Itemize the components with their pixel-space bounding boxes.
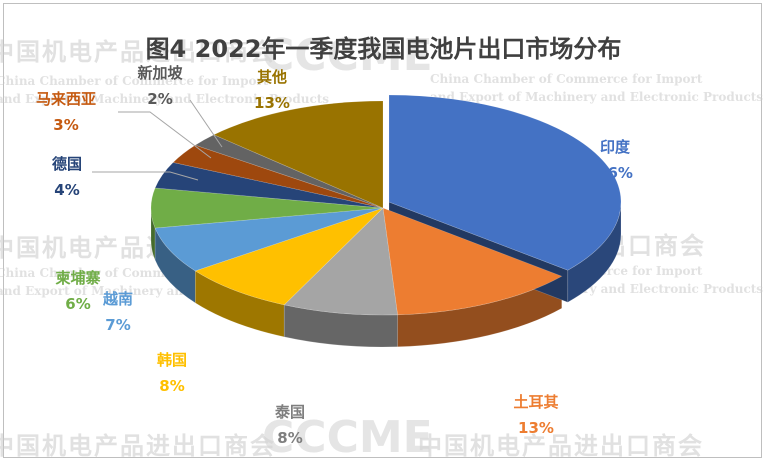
slice-value: 8% — [277, 429, 303, 447]
slice-label: 泰国 8% — [245, 399, 335, 451]
slice-label: 柬埔寨 6% — [33, 265, 123, 317]
pie-slice — [194, 207, 384, 306]
slice-value: 13% — [518, 419, 554, 437]
pie-slice — [154, 207, 384, 272]
slice-label: 德国 4% — [22, 151, 112, 203]
slice-name: 印度 — [599, 138, 630, 156]
slice-value: 13% — [254, 94, 290, 112]
slice-value: 4% — [54, 181, 80, 199]
pie-slice — [150, 187, 384, 229]
slice-value: 7% — [105, 316, 131, 334]
slice-value: 3% — [53, 116, 79, 134]
leader-line — [92, 171, 199, 181]
slice-name: 马来西亚 — [35, 90, 96, 108]
slice-value: 8% — [159, 377, 185, 395]
slice-name: 柬埔寨 — [55, 269, 101, 287]
slice-label: 新加坡 2% — [115, 60, 205, 112]
slice-name: 土耳其 — [513, 393, 559, 411]
pie-slice — [382, 207, 563, 316]
slice-label: 其他 13% — [227, 64, 317, 116]
slice-label: 越南 7% — [73, 286, 163, 338]
slice-label: 土耳其 13% — [491, 389, 581, 441]
slice-value: 36% — [597, 164, 633, 182]
leader-line — [189, 99, 223, 148]
slice-name: 德国 — [51, 155, 82, 173]
pie-slice — [283, 207, 398, 316]
slice-value: 6% — [65, 295, 91, 313]
slice-label: 韩国 8% — [127, 347, 217, 399]
pie-slice — [213, 100, 384, 209]
slice-value: 2% — [147, 90, 173, 108]
chart-title: 图4 2022年一季度我国电池片出口市场分布 — [145, 35, 622, 63]
pie-slice — [154, 162, 384, 209]
pie-slice — [388, 94, 622, 271]
pie-slice — [172, 144, 384, 209]
slice-name: 新加坡 — [137, 64, 183, 82]
slice-name: 泰国 — [274, 403, 305, 421]
slice-name: 越南 — [102, 290, 133, 308]
slice-name: 其他 — [256, 68, 287, 86]
slice-label: 马来西亚 3% — [21, 86, 111, 138]
leader-line — [118, 111, 212, 159]
slice-name: 韩国 — [156, 351, 187, 369]
slice-label: 印度 36% — [570, 134, 660, 186]
